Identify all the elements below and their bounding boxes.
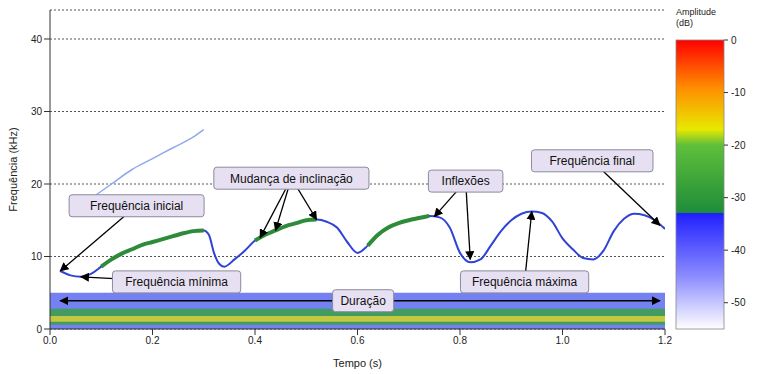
svg-text:-40: -40 [731,245,746,256]
svg-text:0.4: 0.4 [248,335,262,346]
svg-text:Frequência máxima: Frequência máxima [472,275,578,289]
svg-text:Frequência inicial: Frequência inicial [90,199,183,213]
svg-text:30: 30 [31,106,43,117]
svg-text:0: 0 [731,35,737,46]
svg-text:Duração: Duração [340,294,386,308]
svg-text:1.2: 1.2 [658,335,672,346]
svg-text:Amplitude: Amplitude [676,7,716,17]
svg-text:10: 10 [31,251,43,262]
svg-text:Tempo (s): Tempo (s) [333,357,382,369]
svg-text:40: 40 [31,34,43,45]
svg-text:-10: -10 [731,87,746,98]
svg-text:-20: -20 [731,140,746,151]
svg-text:(dB): (dB) [676,18,693,28]
svg-text:-50: -50 [731,297,746,308]
svg-text:0.6: 0.6 [351,335,365,346]
svg-text:0.8: 0.8 [453,335,467,346]
svg-text:Mudança de inclinação: Mudança de inclinação [230,172,353,186]
svg-text:Frequência mínima: Frequência mínima [125,275,228,289]
svg-text:20: 20 [31,179,43,190]
svg-text:-30: -30 [731,192,746,203]
svg-text:Frequência final: Frequência final [550,154,635,168]
svg-text:Frequência (kHz): Frequência (kHz) [7,127,19,211]
svg-text:Inflexões: Inflexões [442,174,490,188]
svg-text:0.0: 0.0 [43,335,57,346]
svg-text:1.0: 1.0 [556,335,570,346]
svg-text:0.2: 0.2 [146,335,160,346]
svg-text:0: 0 [36,324,42,335]
